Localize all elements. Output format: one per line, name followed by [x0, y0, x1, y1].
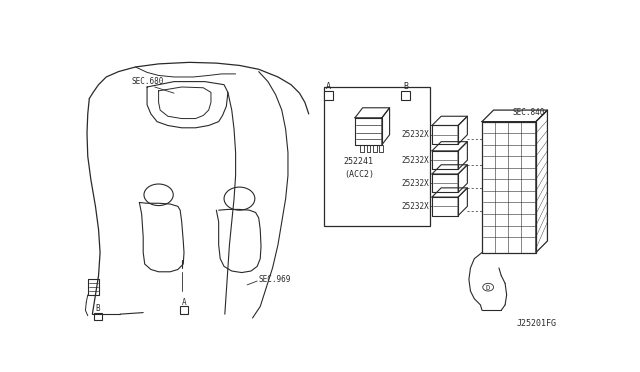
- Bar: [401, 91, 410, 100]
- Text: (ACC2): (ACC2): [344, 170, 374, 179]
- Text: SEC.840: SEC.840: [513, 108, 545, 117]
- Text: B: B: [403, 82, 408, 91]
- Bar: [94, 312, 102, 320]
- Text: D: D: [485, 285, 490, 291]
- Text: J25201FG: J25201FG: [516, 319, 557, 328]
- Bar: [324, 91, 333, 100]
- Text: SEC.680: SEC.680: [132, 77, 164, 86]
- Text: 25232X: 25232X: [402, 179, 429, 188]
- Text: 252241: 252241: [344, 157, 374, 166]
- Bar: [324, 87, 431, 225]
- Text: SEC.969: SEC.969: [259, 275, 291, 284]
- Text: A: A: [326, 82, 332, 91]
- Text: 25232X: 25232X: [402, 155, 429, 165]
- Bar: [180, 307, 188, 314]
- Text: 25232X: 25232X: [402, 202, 429, 211]
- Text: 25232X: 25232X: [402, 130, 429, 139]
- Text: B: B: [95, 304, 100, 313]
- Text: A: A: [182, 298, 186, 307]
